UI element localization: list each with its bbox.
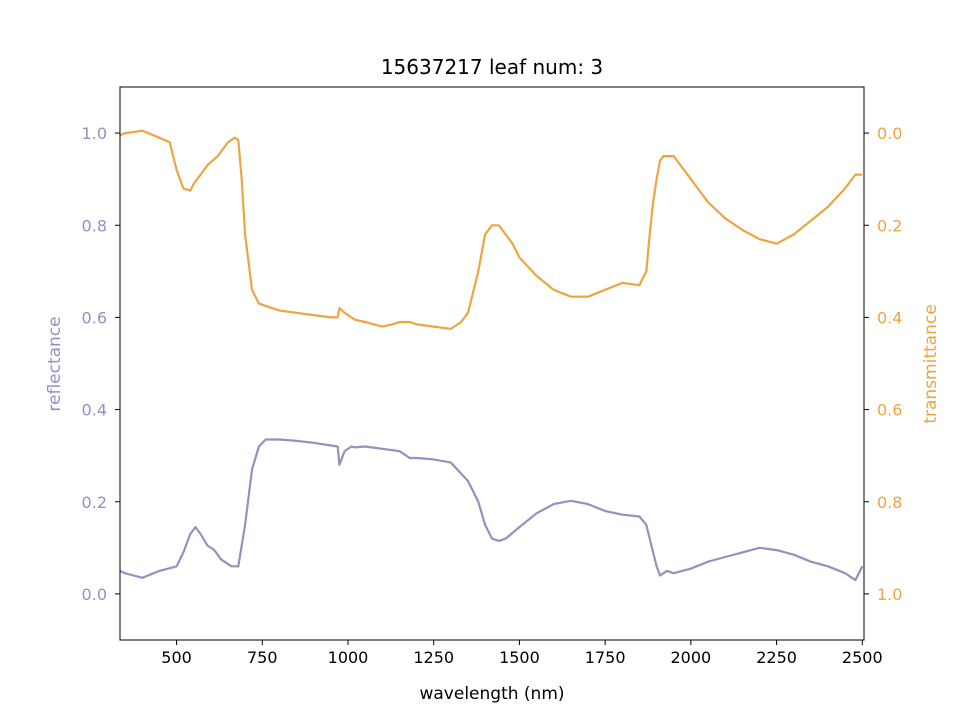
left-tick-label: 0.2: [82, 493, 107, 512]
left-axis-label: reflectance: [45, 316, 65, 411]
left-tick-label: 0.4: [82, 401, 107, 420]
left-axis-ticks: 0.0 0.2 0.4 0.6 0.8 1.0: [82, 124, 120, 604]
right-tick-label: 0.4: [877, 308, 902, 327]
left-tick-label: 1.0: [82, 124, 107, 143]
plot-frame: [119, 86, 865, 641]
reflectance-line: [119, 438, 864, 582]
left-tick-label: 0.0: [82, 585, 107, 604]
x-tick-label: 1250: [413, 648, 454, 667]
series-lines: [119, 129, 864, 582]
right-axis-label: transmittance: [921, 304, 941, 423]
right-tick-label: 0.0: [877, 124, 902, 143]
x-axis-label: wavelength (nm): [419, 684, 564, 704]
transmittance-line: [119, 129, 863, 330]
right-axis-ticks: 0.0 0.2 0.4 0.6 0.8 1.0: [864, 124, 902, 604]
right-tick-label: 1.0: [877, 585, 902, 604]
x-tick-label: 2500: [842, 648, 883, 667]
x-tick-label: 2000: [670, 648, 711, 667]
x-axis-ticks: 500 750 1000 1250 1500 1750 2000 2250 2500: [161, 640, 883, 667]
right-tick-label: 0.2: [877, 216, 902, 235]
right-tick-label: 0.6: [877, 401, 902, 420]
x-tick-label: 1500: [499, 648, 540, 667]
chart-title: 15637217 leaf num: 3: [381, 55, 603, 79]
x-tick-label: 500: [161, 648, 192, 667]
x-tick-label: 1750: [585, 648, 626, 667]
x-tick-label: 1000: [328, 648, 369, 667]
left-tick-label: 0.6: [82, 308, 107, 327]
right-tick-label: 0.8: [877, 493, 902, 512]
left-tick-label: 0.8: [82, 216, 107, 235]
x-tick-label: 750: [247, 648, 278, 667]
x-tick-label: 2250: [756, 648, 797, 667]
